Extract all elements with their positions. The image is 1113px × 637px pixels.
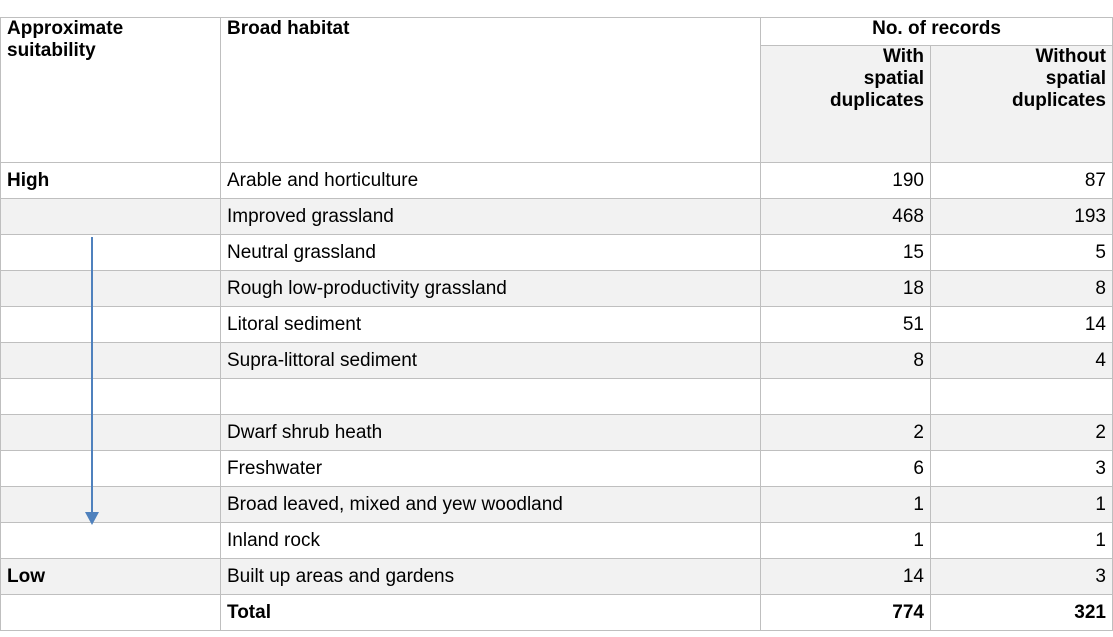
- table-row: High Arable and horticulture 190 87: [0, 162, 1113, 199]
- table-row: Freshwater 6 3: [0, 450, 1113, 487]
- table-cell: [0, 414, 221, 451]
- table-row: Supra-littoral sediment 8 4: [0, 342, 1113, 379]
- table-cell: 2: [930, 414, 1113, 451]
- table-row: Litoral sediment 51 14: [0, 306, 1113, 343]
- table-cell: Freshwater: [220, 450, 761, 487]
- habitat-table: Approximate suitability Broad habitat No…: [0, 17, 1113, 631]
- table-row: Broad leaved, mixed and yew woodland 1 1: [0, 486, 1113, 523]
- table-cell: [220, 378, 761, 415]
- table-cell: 468: [760, 198, 931, 235]
- table-cell: 8: [760, 342, 931, 379]
- header-cell: Approximate suitability: [0, 17, 221, 163]
- header-row: Approximate suitability Broad habitat No…: [0, 17, 1113, 163]
- header-text: Without spatial duplicates: [1012, 46, 1107, 112]
- table-row: Improved grassland 468 193: [0, 198, 1113, 235]
- table-cell: 18: [760, 270, 931, 307]
- table-cell: 4: [930, 342, 1113, 379]
- table-cell: 1: [930, 522, 1113, 559]
- table-cell: Inland rock: [220, 522, 761, 559]
- table-cell: [0, 306, 221, 343]
- header-text: Approximate suitability: [7, 18, 124, 62]
- table-cell: 51: [760, 306, 931, 343]
- table-cell: Broad leaved, mixed and yew woodland: [220, 486, 761, 523]
- table-row: Neutral grassland 15 5: [0, 234, 1113, 271]
- table-cell: Dwarf shrub heath: [220, 414, 761, 451]
- table-row: Dwarf shrub heath 2 2: [0, 414, 1113, 451]
- table-cell: [0, 270, 221, 307]
- table-cell: 6: [760, 450, 931, 487]
- table-cell: Total: [220, 594, 761, 631]
- table-cell: [760, 378, 931, 415]
- table-cell: 774: [760, 594, 931, 631]
- table-row: Total 774 321: [0, 594, 1113, 631]
- table-cell: [0, 198, 221, 235]
- table-cell: [0, 486, 221, 523]
- table-cell: Rough low-productivity grassland: [220, 270, 761, 307]
- table-cell: [0, 378, 221, 415]
- table-cell: 3: [930, 558, 1113, 595]
- table-cell: 321: [930, 594, 1113, 631]
- table-cell: Built up areas and gardens: [220, 558, 761, 595]
- table-cell: Arable and horticulture: [220, 162, 761, 199]
- table-cell: Low: [0, 558, 221, 595]
- table-cell: 5: [930, 234, 1113, 271]
- table-row: Rough low-productivity grassland 18 8: [0, 270, 1113, 307]
- header-cell: Without spatial duplicates: [930, 45, 1113, 163]
- arrow-head: [85, 512, 99, 525]
- header-cell: With spatial duplicates: [760, 45, 931, 163]
- table-cell: 190: [760, 162, 931, 199]
- subheader-row: With spatial duplicates Without spatial …: [1, 45, 1113, 163]
- table-cell: 8: [930, 270, 1113, 307]
- table-cell: 14: [930, 306, 1113, 343]
- table-cell: [0, 594, 221, 631]
- table-cell: 193: [930, 198, 1113, 235]
- table-cell: 1: [930, 486, 1113, 523]
- table-body: Approximate suitability Broad habitat No…: [0, 17, 1113, 631]
- table-cell: 15: [760, 234, 931, 271]
- header-text: With spatial duplicates: [830, 46, 925, 112]
- table-cell: Neutral grassland: [220, 234, 761, 271]
- table-cell: Improved grassland: [220, 198, 761, 235]
- table-cell: [0, 342, 221, 379]
- header-cell: Broad habitat: [220, 17, 761, 163]
- table-cell: High: [0, 162, 221, 199]
- header-cell: No. of records: [760, 17, 1113, 46]
- table-cell: 87: [930, 162, 1113, 199]
